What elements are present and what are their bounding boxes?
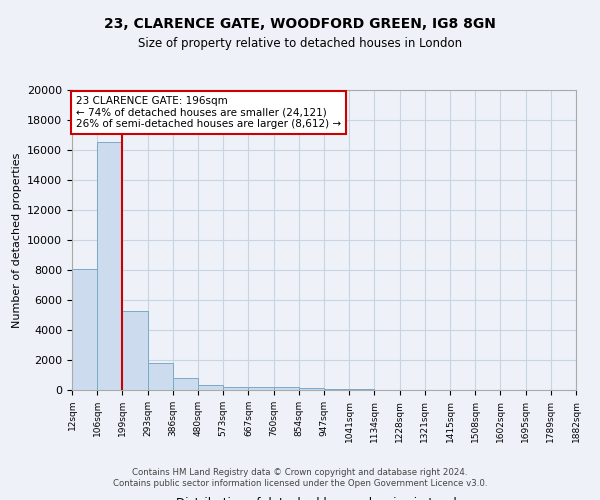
Bar [223,386,248,390]
Bar [72,268,97,390]
Bar [274,388,299,390]
Bar [198,385,223,390]
Bar [97,142,122,390]
Text: Contains HM Land Registry data © Crown copyright and database right 2024.
Contai: Contains HM Land Registry data © Crown c… [113,468,487,487]
Text: 23, CLARENCE GATE, WOODFORD GREEN, IG8 8GN: 23, CLARENCE GATE, WOODFORD GREEN, IG8 8… [104,18,496,32]
X-axis label: Distribution of detached houses by size in London: Distribution of detached houses by size … [176,498,472,500]
Bar [173,378,198,390]
Bar [248,388,274,390]
Text: 23 CLARENCE GATE: 196sqm
← 74% of detached houses are smaller (24,121)
26% of se: 23 CLARENCE GATE: 196sqm ← 74% of detach… [76,96,341,129]
Y-axis label: Number of detached properties: Number of detached properties [11,152,22,328]
Bar [299,388,324,390]
Bar [148,363,173,390]
Text: Size of property relative to detached houses in London: Size of property relative to detached ho… [138,38,462,51]
Bar [122,310,148,390]
Bar [324,389,349,390]
